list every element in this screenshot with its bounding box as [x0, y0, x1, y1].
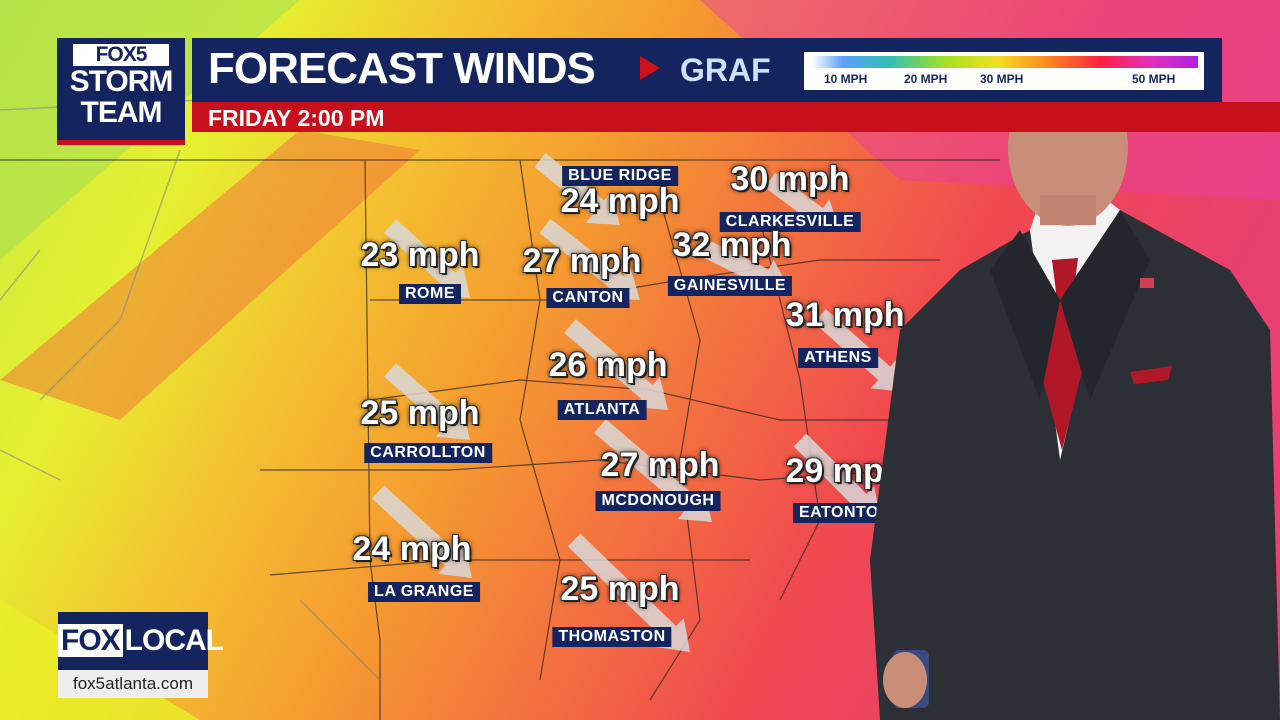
wind-arrow-icon — [384, 363, 470, 440]
logo-fox5: FOX5 — [73, 44, 169, 66]
city-label: EATONTON — [792, 503, 898, 523]
wind-arrow-icon — [383, 219, 470, 298]
wind-speed-value: 32 mph — [672, 226, 792, 264]
fox-local-badge: FOX LOCAL fox5atlanta.com — [58, 612, 224, 698]
play-arrow-icon — [640, 56, 660, 80]
wind-speed-value: 24 mph — [352, 530, 472, 568]
title: FORECAST WINDS — [208, 44, 596, 93]
time-bar: FRIDAY 2:00 PM — [192, 102, 1280, 132]
title-bar: FORECAST WINDS GRAF 10 MPH 20 MPH 30 MPH… — [192, 38, 1222, 102]
wind-arrow-icon — [534, 153, 620, 225]
wind-arrow-icon — [567, 533, 690, 652]
wind-speed-value: 31 mph — [785, 296, 905, 334]
wind-speed-value: 27 mph — [600, 446, 720, 484]
city-label: GAINESVILLE — [667, 276, 793, 296]
brand-fox: FOX — [58, 624, 123, 657]
legend-color-bar — [812, 56, 1198, 68]
wind-speed-value: 26 mph — [548, 346, 668, 384]
wind-arrow-icon — [371, 485, 472, 578]
wind-speed-value: 25 mph — [360, 394, 480, 432]
wind-arrow-icon — [539, 218, 640, 300]
legend-label: 30 MPH — [980, 72, 1024, 86]
city-label: ATHENS — [798, 348, 878, 368]
legend-label: 20 MPH — [904, 72, 948, 86]
city-label: ATLANTA — [557, 400, 647, 420]
city-label: MCDONOUGH — [595, 491, 721, 511]
city-label: ROME — [399, 284, 461, 304]
forecast-time: FRIDAY 2:00 PM — [208, 105, 385, 131]
wind-speed-value: 30 mph — [730, 160, 850, 198]
logo-storm: STORM — [69, 65, 174, 98]
city-label: BLUE RIDGE — [562, 166, 678, 186]
logo-team: TEAM — [80, 96, 163, 129]
city-label: CLARKESVILLE — [719, 212, 861, 232]
wind-speed-value: 23 mph — [360, 236, 480, 274]
wind-speed-value: 24 mph — [560, 182, 680, 220]
model-name: GRAF — [680, 52, 771, 88]
wind-arrow-icon — [793, 433, 880, 520]
legend-label: 10 MPH — [824, 72, 868, 86]
city-label: THOMASTON — [552, 627, 672, 647]
storm-team-logo: FOX5 STORM TEAM — [57, 38, 185, 145]
wind-speed-legend: 10 MPH 20 MPH 30 MPH 50 MPH — [804, 52, 1204, 90]
city-label: LA GRANGE — [368, 582, 480, 602]
city-label: CANTON — [546, 288, 630, 308]
legend-label: 50 MPH — [1132, 72, 1176, 86]
brand-local: LOCAL — [124, 624, 224, 657]
wind-arrow-icon — [564, 319, 668, 410]
website-url: fox5atlanta.com — [58, 670, 208, 698]
city-label: CARROLLTON — [364, 443, 492, 463]
wind-speed-value: 25 mph — [560, 570, 680, 608]
wind-speed-value: 27 mph — [522, 242, 642, 280]
